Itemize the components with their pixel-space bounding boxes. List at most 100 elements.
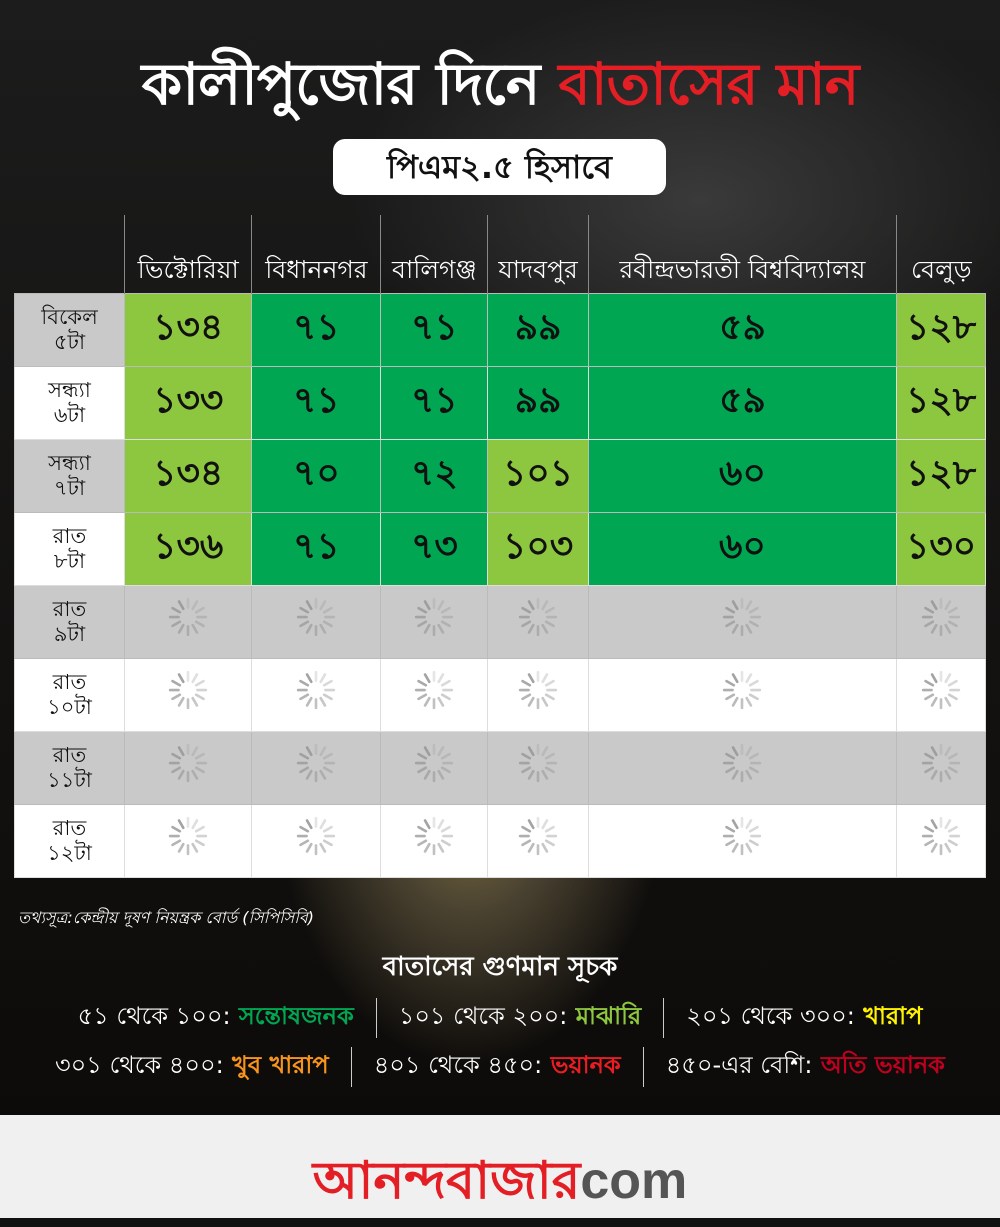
pending-cell: [587, 730, 898, 805]
row-label-line: ৮টা: [53, 548, 86, 573]
loading-spinner-icon: [517, 816, 559, 866]
aqi-value-cell: ১৩৩: [123, 365, 253, 440]
aqi-value-cell: ১২৮: [896, 438, 986, 513]
loading-spinner-icon: [413, 597, 455, 647]
aqi-value-cell: ৫৯: [587, 292, 898, 367]
legend-item: ১০১ থেকে ২০০: মাঝারি: [375, 998, 663, 1038]
legend-label: ভয়ানক: [550, 1051, 621, 1079]
loading-spinner-icon: [721, 597, 763, 647]
aqi-value-cell: ৭১: [251, 292, 382, 367]
aqi-value-cell: ৭১: [380, 365, 489, 440]
loading-spinner-icon: [517, 670, 559, 720]
loading-spinner-icon: [920, 670, 962, 720]
brand-logo[interactable]: আনন্দবাজারcom: [313, 1140, 688, 1227]
pending-cell: [380, 584, 489, 659]
legend-range: ৪৫০-এর বেশি:: [665, 1051, 813, 1079]
legend-label: খুব খারাপ: [232, 1051, 329, 1079]
aqi-value-cell: ৭১: [251, 365, 382, 440]
aqi-value-cell: ৭২: [380, 438, 489, 513]
aqi-value-cell: ১২৮: [896, 292, 986, 367]
pending-cell: [896, 803, 986, 878]
loading-spinner-icon: [413, 670, 455, 720]
aqi-value-cell: ৭৩: [380, 511, 489, 586]
aqi-value-cell: ৬০: [587, 511, 898, 586]
pending-cell: [896, 657, 986, 732]
row-label-line: ১০টা: [47, 694, 92, 719]
pending-cell: [380, 803, 489, 878]
row-label-line: রাত: [52, 524, 87, 549]
row-label-line: রাত: [52, 670, 87, 695]
subtitle-badge: পিএম২.৫ হিসাবে: [333, 139, 666, 195]
pending-cell: [896, 730, 986, 805]
column-header: ভিক্টোরিয়া: [123, 215, 252, 293]
legend-item: ৫১ থেকে ১০০: সন্তোষজনক: [56, 998, 376, 1038]
pending-cell: [123, 584, 253, 659]
row-label-line: রাত: [52, 597, 87, 622]
legend-range: ১০১ থেকে ২০০:: [398, 1002, 568, 1030]
row-label-line: ১২টা: [47, 840, 92, 865]
loading-spinner-icon: [920, 743, 962, 793]
aqi-value-cell: ৭০: [251, 438, 382, 513]
legend-title: বাতাসের গুণমান সূচক: [382, 952, 618, 982]
table-row: রাত ১২টা: [14, 803, 986, 878]
aqi-value-cell: ১২৮: [896, 365, 986, 440]
pending-cell: [487, 657, 589, 732]
pending-cell: [587, 584, 898, 659]
loading-spinner-icon: [413, 816, 455, 866]
table-row: রাত ১১টা: [14, 730, 986, 805]
source-note: তথ্যসূত্র:কেন্দ্রীয় দূষণ নিয়ন্ত্রক বোর…: [18, 908, 314, 927]
row-label: বিকেল ৫টা: [14, 292, 125, 367]
legend-row-1: ৫১ থেকে ১০০: সন্তোষজনক ১০১ থেকে ২০০: মাঝা…: [0, 998, 1000, 1038]
loading-spinner-icon: [167, 597, 209, 647]
legend-row-2: ৩০১ থেকে ৪০০: খুব খারাপ ৪০১ থেকে ৪৫০: ভয়…: [0, 1047, 1000, 1087]
pending-cell: [251, 584, 382, 659]
legend-range: ২০১ থেকে ৩০০:: [686, 1002, 855, 1030]
row-label-line: ৫টা: [53, 329, 86, 354]
aqi-value-cell: ১০১: [487, 438, 589, 513]
legend-label: খারাপ: [863, 1002, 923, 1030]
pending-cell: [487, 803, 589, 878]
loading-spinner-icon: [167, 816, 209, 866]
row-label-line: ৬টা: [53, 402, 86, 427]
column-header: বালিগঞ্জ: [380, 215, 488, 293]
row-label-line: রাত: [52, 816, 87, 841]
row-label-line: ১১টা: [47, 767, 92, 792]
loading-spinner-icon: [517, 597, 559, 647]
row-label: রাত ১২টা: [14, 803, 125, 878]
legend-label: সন্তোষজনক: [238, 1002, 354, 1030]
legend-item: ৪৫০-এর বেশি: অতি ভয়ানক: [642, 1047, 967, 1087]
row-label: রাত ১১টা: [14, 730, 125, 805]
legend-range: ৫১ থেকে ১০০:: [77, 1002, 231, 1030]
row-label-line: সন্ধ্যা: [48, 451, 91, 476]
pending-cell: [251, 730, 382, 805]
pending-cell: [896, 584, 986, 659]
legend-range: ৩০১ থেকে ৪০০:: [55, 1051, 224, 1079]
row-label-line: সন্ধ্যা: [48, 378, 91, 403]
aqi-value-cell: ৭১: [380, 292, 489, 367]
legend-label: মাঝারি: [575, 1002, 642, 1030]
row-label-line: ৯টা: [53, 621, 86, 646]
corner-cell: [15, 215, 125, 293]
pending-cell: [487, 730, 589, 805]
legend-item: ২০১ থেকে ৩০০: খারাপ: [663, 998, 944, 1038]
pending-cell: [587, 803, 898, 878]
pending-cell: [123, 803, 253, 878]
loading-spinner-icon: [413, 743, 455, 793]
pending-cell: [123, 730, 253, 805]
legend-item: ৪০১ থেকে ৪৫০: ভয়ানক: [350, 1047, 643, 1087]
row-label: সন্ধ্যা ৭টা: [14, 438, 125, 513]
row-label-line: ৭টা: [53, 475, 86, 500]
pending-cell: [380, 657, 489, 732]
legend-label: অতি ভয়ানক: [820, 1051, 945, 1079]
title-part-2: বাতাসের মান: [558, 50, 860, 118]
logo-text: আনন্দবাজার: [312, 1150, 581, 1211]
column-header: বিধাননগর: [251, 215, 381, 293]
row-label: রাত ৮টা: [14, 511, 125, 586]
legend-range: ৪০১ থেকে ৪৫০:: [373, 1051, 543, 1079]
pending-cell: [123, 657, 253, 732]
aqi-value-cell: ১০৩: [487, 511, 589, 586]
infographic: কালীপুজোর দিনে বাতাসের মান পিএম২.৫ হিসাব…: [0, 0, 1000, 1115]
row-label: রাত ৯টা: [14, 584, 125, 659]
logo-suffix: com: [580, 1152, 688, 1210]
aqi-value-cell: ৭১: [251, 511, 382, 586]
